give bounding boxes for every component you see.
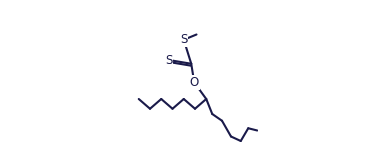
Text: S: S xyxy=(165,54,172,66)
Text: O: O xyxy=(190,76,199,89)
Text: S: S xyxy=(180,33,187,46)
